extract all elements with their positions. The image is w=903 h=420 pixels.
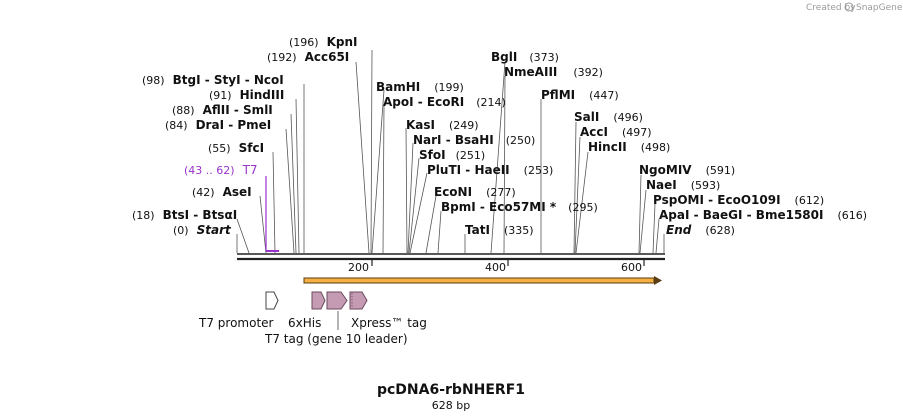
feature-6xhis: 6xHis [288,316,321,330]
site-btsi-btsai: (18) BtsI - BtsαI [132,208,237,222]
feature-t7-promoter: T7 promoter [198,316,274,330]
site-sfci: (55) SfcI [208,141,264,155]
feature-labels: T7 promoter 6xHis Xpress™ tag T7 tag (ge… [198,316,427,346]
dna-backbone [237,253,665,261]
orf-arrow [303,276,662,285]
site-asei: (42) AseI [192,185,252,199]
snapgene-credit: Created by SnapGene [806,2,903,13]
plasmid-size: 628 bp [432,399,470,412]
site-bgli: BglI (373) [491,50,559,64]
ruler-label-400: 400 [485,261,506,274]
site-econi: EcoNI (277) [434,185,516,199]
feature-xpress-tag: Xpress™ tag [351,316,427,330]
6xhis-arrow [311,291,326,310]
xpress-tag-arrow [349,291,368,310]
site-apai-baegi-bme1580i: ApaI - BaeGI - Bme1580I (616) [659,208,867,222]
t7-tag-arrow [326,291,348,310]
site-tati: TatI (335) [465,223,534,237]
site-pflmi: PflMI (447) [541,88,619,102]
t7-site-marker [265,176,279,252]
site-naei: NaeI (593) [646,178,720,192]
site-kpni: (196) KpnI [289,35,358,49]
site-aflii-smli: (88) AflII - SmlI [172,103,273,117]
site-kasi: KasI (249) [406,118,479,132]
restriction-site-labels: (196) KpnI (192) Acc65I (98) BtgI - StyI - … [132,35,867,237]
site-bamhi: BamHI (199) [376,80,464,94]
feature-t7-tag: T7 tag (gene 10 leader) [264,332,408,346]
site-hindiii: (91) HindIII [209,88,284,102]
site-t7: (43 .. 62) T7 [184,163,258,177]
site-sfoi: SfoI (251) [419,148,485,162]
credit-brand: SnapGene [856,3,903,13]
site-acci: AccI (497) [580,125,652,139]
ruler: 200 400 600 [348,259,645,274]
ruler-label-600: 600 [621,261,642,274]
site-start: (0) Start [173,223,232,237]
t7-promoter-arrow [265,291,279,310]
site-acc65i: (192) Acc65I [267,50,349,64]
site-leader-lines [236,49,665,254]
plasmid-title: pcDNA6-rbNHERF1 [377,382,525,398]
site-hincii: HincII (498) [588,140,670,154]
site-nmeaiii: NmeAIII (392) [504,65,603,79]
site-end: End (628) [666,223,735,237]
snapgene-logo-icon [844,2,854,12]
feature-arrows [265,291,368,330]
site-nari-bsahi: NarI - BsaHI (250) [413,133,535,147]
site-bpmi-eco57mi: BpmI - Eco57MI * (295) [441,200,598,214]
site-psppomi-ecoo109i: PspOMI - EcoO109I (612) [653,193,824,207]
ruler-label-200: 200 [348,261,369,274]
site-ngomiv: NgoMIV (591) [639,163,735,177]
site-btgi-styi-ncoi: (98) BtgI - StyI - NcoI [142,73,284,87]
site-sali: SalI (496) [574,110,643,124]
credit-text: Created by [806,3,856,13]
site-pluti-haeii: PluTI - HaeII (253) [427,163,553,177]
site-drai-pmei: (84) DraI - PmeI [165,118,271,132]
site-apoi-ecori: ApoI - EcoRI (214) [383,95,506,109]
